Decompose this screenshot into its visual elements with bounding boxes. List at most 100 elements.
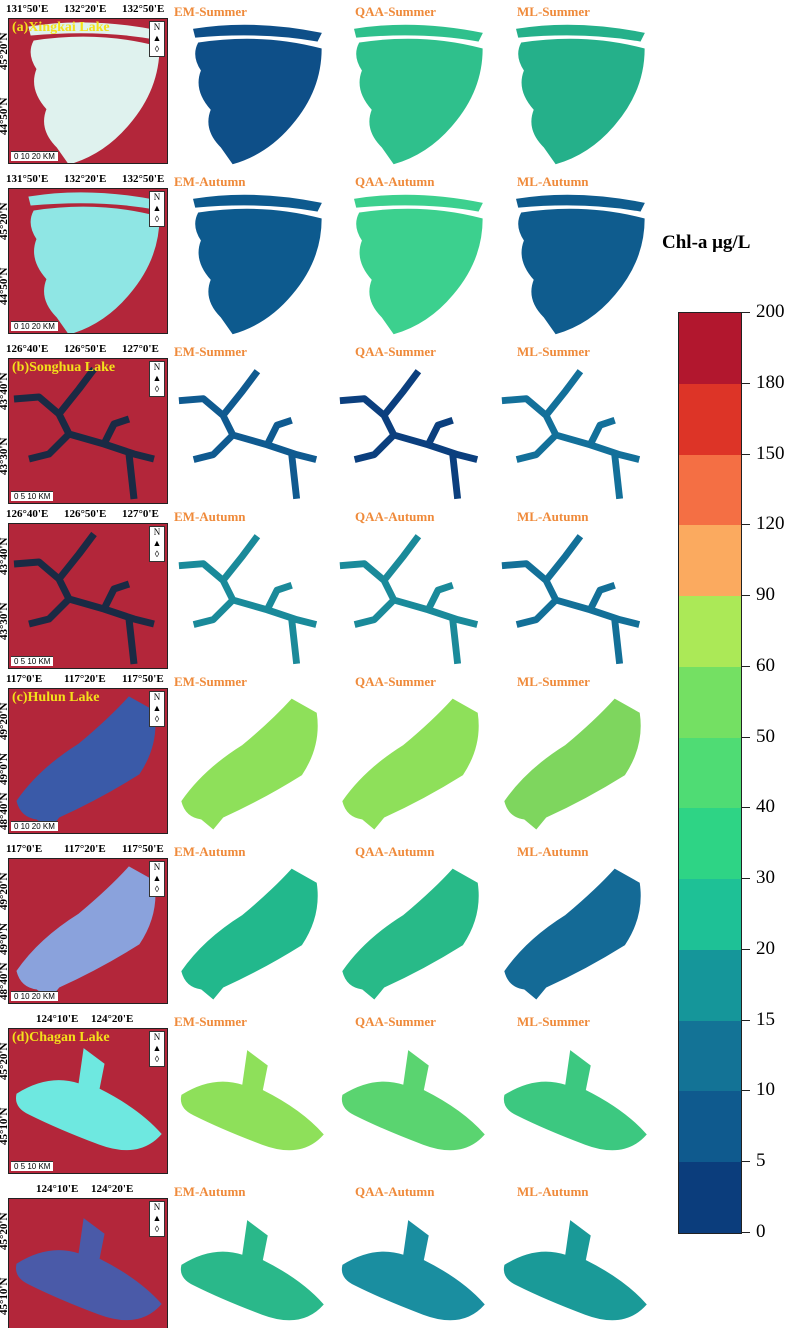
colorbar-tick-label: 60 (756, 654, 775, 676)
colorbar-tick (742, 948, 750, 950)
panel-label: EM-Summer (174, 674, 247, 689)
latitude-label: 48°40'N (0, 792, 10, 830)
chla-map (342, 698, 479, 830)
latitude-label: 43°30'N (0, 602, 10, 640)
panel-label: ML-Autumn (517, 844, 589, 859)
panel-label: QAA-Summer (355, 4, 436, 19)
satellite-image: N ▲ ◊ 0 10 20 KM (8, 858, 168, 1004)
colorbar-segment (679, 525, 741, 597)
north-arrow-icon: N ▲ ◊ (149, 691, 165, 727)
latitude-label: 45°20'N (0, 1212, 10, 1250)
scale-bar: 0 10 20 KM (11, 821, 58, 831)
panel-label: EM-Autumn (174, 1184, 246, 1199)
panel-label: EM-Summer (174, 344, 247, 359)
scale-bar: 0 10 20 KM (11, 321, 58, 331)
panel-label: QAA-Autumn (355, 509, 435, 524)
colorbar-tick (742, 595, 750, 597)
scale-bar: 0 10 20 KM (11, 151, 58, 161)
colorbar-tick-label: 0 (756, 1221, 766, 1242)
longitude-label: 126°50'E (64, 508, 107, 520)
chla-map (180, 1050, 324, 1151)
colorbar (678, 312, 742, 1234)
colorbar-title: Chl-a μg/L (662, 232, 751, 253)
panel-label: EM-Autumn (174, 174, 246, 189)
longitude-label: 124°20'E (91, 1183, 134, 1195)
longitude-label: 132°20'E (64, 3, 107, 15)
chla-map (339, 534, 479, 665)
chla-map (178, 369, 318, 500)
colorbar-tick (742, 1232, 750, 1233)
latitude-label: 43°40'N (0, 372, 10, 410)
colorbar-segment (679, 808, 741, 880)
colorbar-tick-label: 180 (756, 371, 785, 393)
lake-row: N▲◊ 0 5 10 KM 124°10'E 124°20'E 45°20'N 45°1… (0, 1180, 660, 1328)
colorbar-tick (742, 1161, 750, 1163)
longitude-label: 124°10'E (36, 1183, 79, 1195)
longitude-label: 132°50'E (122, 173, 165, 185)
panel-label: ML-Summer (517, 344, 590, 359)
lake-row: (d)Chagan Lake N ▲ ◊ 0 5 10 KM 124°10'E 124°… (0, 1010, 660, 1180)
colorbar-tick (742, 524, 750, 526)
longitude-label: 126°50'E (64, 343, 107, 355)
satellite-lake (28, 192, 160, 333)
chla-map (501, 534, 641, 665)
chla-map (501, 369, 641, 500)
satellite-lake (28, 22, 160, 163)
longitude-label: 117°50'E (122, 843, 164, 855)
lake-row: (a)Xingkai Lake N ▲ ◊ 0 10 20 KM 131°50'E 13… (0, 0, 660, 170)
chla-map (516, 194, 645, 335)
satellite-lake (13, 531, 155, 665)
colorbar-tick-label: 40 (756, 796, 775, 818)
latitude-label: 45°10'N (0, 1107, 10, 1145)
latitude-label: 45°10'N (0, 1277, 10, 1315)
panel-label: QAA-Summer (355, 1014, 436, 1029)
longitude-label: 117°0'E (6, 843, 43, 855)
satellite-lake (16, 866, 156, 1000)
panel-label: QAA-Autumn (355, 844, 435, 859)
lake-name: (c)Hulun Lake (12, 690, 100, 705)
colorbar-segment (679, 666, 741, 738)
colorbar-tick (742, 1090, 750, 1092)
north-arrow-icon: N ▲ ◊ (149, 1201, 165, 1237)
colorbar-segment (679, 1091, 741, 1163)
colorbar-tick-label: 15 (756, 1008, 775, 1030)
panel-label: ML-Summer (517, 1014, 590, 1029)
colorbar-tick (742, 807, 750, 809)
longitude-label: 126°40'E (6, 343, 49, 355)
satellite-image: (c)Hulun Lake N ▲ ◊ 0 10 20 KM (8, 688, 168, 834)
latitude-label: 43°30'N (0, 437, 10, 475)
chla-map (504, 698, 641, 830)
colorbar-segment (679, 949, 741, 1021)
panel-label: EM-Summer (174, 4, 247, 19)
scale-bar: 0 5 10 KM (11, 656, 54, 666)
longitude-label: 117°0'E (6, 673, 43, 685)
satellite-image: (d)Chagan Lake N ▲ ◊ 0 5 10 KM (8, 1028, 168, 1174)
panel-label: ML-Summer (517, 4, 590, 19)
colorbar-segment (679, 1020, 741, 1092)
latitude-label: 45°20'N (0, 32, 10, 70)
panel-label: ML-Autumn (517, 174, 589, 189)
scale-bar: 0 10 20 KM (11, 991, 58, 1001)
colorbar-tick-label: 5 (756, 1150, 766, 1172)
latitude-label: 44°50'N (0, 267, 10, 305)
colorbar-tick (742, 878, 750, 880)
lake-row: (b)Songhua Lake N ▲ ◊ 0 5 10 KM 126°40'E 126… (0, 340, 660, 510)
colorbar-tick (742, 382, 750, 384)
colorbar-tick-label: 50 (756, 725, 775, 747)
panel-label: EM-Autumn (174, 509, 246, 524)
lake-row: N ▲ ◊ 0 5 10 KM 126°40'E 126°50'E 127°0'E 43°4… (0, 505, 660, 675)
longitude-label: 131°50'E (6, 3, 49, 15)
satellite-image: (a)Xingkai Lake N ▲ ◊ 0 10 20 KM (8, 18, 168, 164)
colorbar-segment (679, 1162, 741, 1233)
lake-name: (a)Xingkai Lake (12, 20, 110, 35)
north-arrow-icon: N ▲ ◊ (149, 861, 165, 897)
latitude-label: 49°0'N (0, 923, 10, 955)
scale-bar: 0 5 10 KM (11, 491, 54, 501)
colorbar-tick (742, 736, 750, 738)
chla-map (193, 24, 322, 165)
chla-map (354, 194, 483, 335)
colorbar-segment (679, 737, 741, 809)
longitude-label: 117°20'E (64, 673, 106, 685)
panel-label: ML-Autumn (517, 509, 589, 524)
